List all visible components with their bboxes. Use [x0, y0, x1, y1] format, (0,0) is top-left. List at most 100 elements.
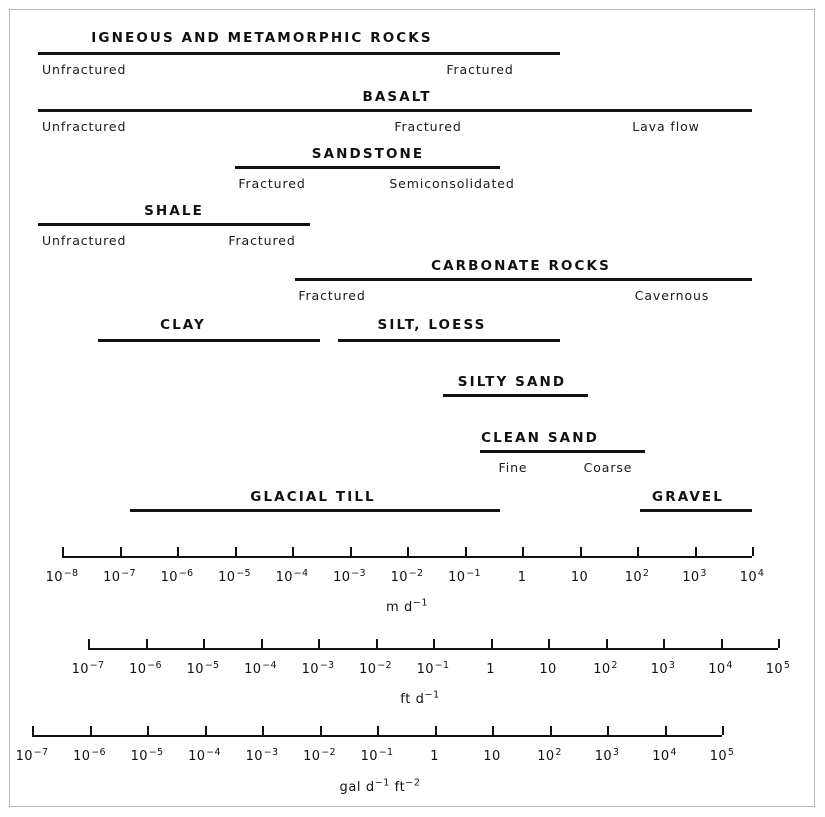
- axis-tick-label: 10−8: [45, 567, 79, 585]
- material-title: GLACIAL TILL: [250, 489, 376, 505]
- material-sublabel: Coarse: [583, 460, 633, 475]
- axis-tick-label: 10−3: [333, 567, 366, 585]
- material-title: SILT, LOESS: [377, 317, 487, 333]
- axis-tick-label: 10−7: [15, 746, 49, 764]
- axis-tick: [579, 547, 582, 556]
- material-title: SHALE: [144, 203, 204, 219]
- axis-tick-label: 10−1: [416, 659, 450, 677]
- axis-line: [32, 735, 722, 737]
- axis-tick-label: 10−7: [71, 659, 105, 677]
- material-sublabel: Cavernous: [634, 288, 710, 303]
- axis-tick: [433, 639, 435, 648]
- axis-tick-label: 1: [486, 662, 495, 677]
- material-title: BASALT: [362, 89, 432, 105]
- axis-line: [62, 556, 752, 558]
- range-bar: [640, 509, 752, 512]
- axis-tick: [145, 639, 148, 648]
- axis-tick-label: 10−5: [186, 659, 220, 677]
- axis-tick: [434, 726, 437, 735]
- axis-tick-label: 10−4: [188, 746, 221, 764]
- axis-tick: [664, 726, 667, 735]
- axis-tick: [147, 726, 149, 735]
- axis-tick-label: 10−3: [301, 659, 335, 677]
- axis-tick-label: 102: [624, 567, 650, 585]
- material-sublabel: Unfractured: [42, 62, 127, 77]
- axis-tick-label: 10−2: [303, 746, 336, 764]
- axis-tick-label: 10: [539, 662, 557, 677]
- chart-frame: [9, 9, 815, 807]
- axis-tick-label: 10−3: [245, 746, 279, 764]
- axis-tick-label: 102: [593, 659, 618, 677]
- axis-tick: [349, 547, 352, 556]
- axis-tick-label: 104: [652, 746, 677, 764]
- axis-tick-label: 104: [739, 567, 765, 585]
- axis-tick: [260, 639, 263, 648]
- range-bar: [38, 223, 310, 226]
- axis-tick-label: 10−6: [160, 567, 194, 585]
- axis-tick: [62, 547, 64, 556]
- axis-tick-label: 103: [682, 567, 707, 585]
- material-sublabel: Fractured: [228, 233, 296, 248]
- material-sublabel: Unfractured: [42, 233, 127, 248]
- axis-tick-label: 10: [570, 570, 589, 585]
- axis-tick-label: 105: [709, 746, 735, 764]
- axis-scale: 10−7 10−6 10−5 10−4 10−3 10−2 10−1 1 10 102 103 104…: [16, 726, 734, 764]
- axis-tick-label: 10−2: [359, 659, 392, 677]
- axis-tick: [605, 639, 608, 648]
- axis-tick: [89, 726, 92, 735]
- axis-tick: [663, 639, 665, 648]
- axis-tick: [522, 547, 524, 556]
- axis-tick-label: 1: [430, 749, 439, 764]
- axis-tick: [375, 639, 378, 648]
- axis-tick-label: 10−1: [360, 746, 394, 764]
- material-sublabel: Fine: [498, 460, 528, 475]
- axis-tick-label: 10−4: [275, 567, 309, 585]
- axis-tick-label: 10−6: [129, 659, 162, 677]
- axis-tick: [778, 639, 780, 648]
- axis-tick-label: 10: [483, 749, 501, 764]
- axis-tick-label: 103: [650, 659, 676, 677]
- axis-scale: 10−7 10−6 10−5 10−4 10−3 10−2 10−1 1 10 102 103 104…: [72, 639, 790, 677]
- axis-scale: 10−8 10−7 10−6 10−5 10−4 10−3 10−2 10−1 1 10 102 10…: [46, 547, 764, 585]
- axis-tick: [377, 726, 379, 735]
- axis-tick: [262, 726, 264, 735]
- axis-tick: [292, 547, 294, 556]
- range-bar: [130, 509, 500, 512]
- axis-tick: [119, 547, 122, 556]
- axis-tick: [319, 726, 322, 735]
- material-sublabel: Lava flow: [632, 119, 700, 134]
- range-bar: [98, 339, 320, 342]
- range-bar: [295, 278, 752, 281]
- axis-tick: [548, 639, 550, 648]
- axis-tick: [490, 639, 493, 648]
- axis-tick-label: 105: [765, 659, 791, 677]
- material-sublabel: Fractured: [298, 288, 366, 303]
- axis-tick-label: 103: [594, 746, 620, 764]
- range-bar: [443, 394, 588, 397]
- axis-tick: [549, 726, 552, 735]
- axis-tick-label: 10−2: [390, 567, 424, 585]
- axis-tick: [492, 726, 494, 735]
- axis-tick: [607, 726, 609, 735]
- axis-tick-label: 102: [537, 746, 562, 764]
- axis-tick: [234, 547, 237, 556]
- axis-tick: [177, 547, 179, 556]
- range-bar: [235, 166, 500, 169]
- axis-tick: [32, 726, 34, 735]
- axis-line: [88, 648, 778, 650]
- range-bar: [38, 109, 752, 112]
- axis-unit-label: gal d−1 ft−2: [339, 777, 421, 795]
- axis-tick: [752, 547, 754, 556]
- axis-tick-label: 10−6: [73, 746, 106, 764]
- axis-tick: [722, 726, 724, 735]
- axis-tick: [88, 639, 90, 648]
- axis-tick-label: 10−4: [244, 659, 277, 677]
- range-bar: [480, 450, 645, 453]
- material-sublabel: Unfractured: [42, 119, 127, 134]
- material-sublabel: Fractured: [394, 119, 462, 134]
- axis-tick: [637, 547, 639, 556]
- axis-tick: [720, 639, 723, 648]
- axis-tick: [204, 726, 207, 735]
- material-sublabel: Fractured: [238, 176, 306, 191]
